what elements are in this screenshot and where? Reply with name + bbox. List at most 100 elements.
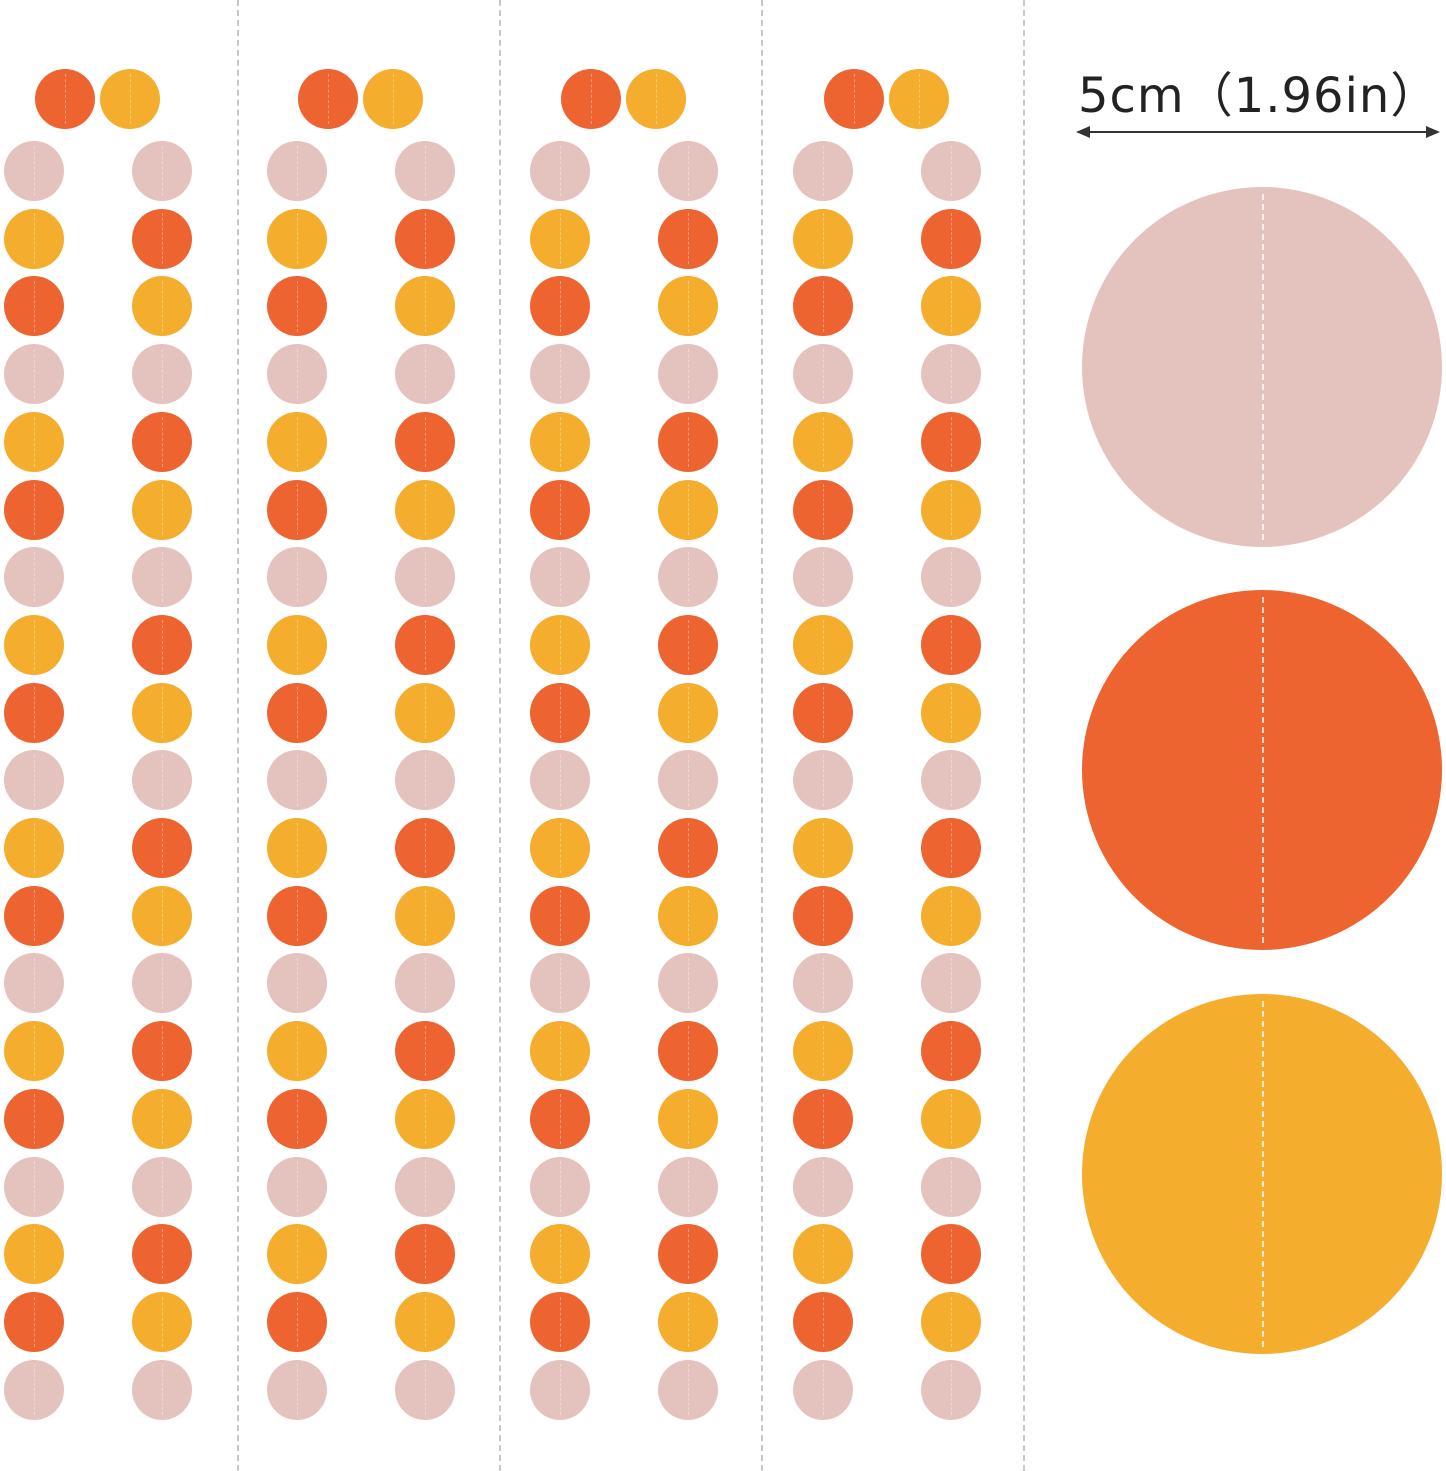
garland-dot-orange (132, 208, 192, 269)
garland-dot-pink (658, 1156, 718, 1217)
garland-dot-orange (561, 69, 621, 129)
garland-dot-yellow (363, 69, 423, 129)
garland-dot-yellow (658, 276, 718, 337)
garland-dot-orange (4, 276, 64, 337)
garland-dot-yellow (626, 69, 686, 129)
garland-dot-orange (4, 1291, 64, 1352)
garland-dot-orange (921, 818, 981, 878)
sample-circle-pink (1082, 187, 1442, 547)
garland-dot-yellow (530, 1021, 590, 1082)
sample-circle-orange (1082, 590, 1442, 950)
garland-dot-orange (658, 208, 718, 269)
garland-dot-orange (35, 69, 95, 129)
garland-dot-yellow (267, 411, 327, 472)
garland-dot-pink (530, 344, 590, 405)
garland-dot-pink (658, 141, 718, 201)
garland-dot-pink (4, 1359, 64, 1420)
garland-dot-pink (658, 547, 718, 608)
garland-dot-orange (4, 1088, 64, 1149)
garland-dot-yellow (658, 682, 718, 743)
garland-dot-orange (132, 411, 192, 472)
garland-dot-yellow (267, 1224, 327, 1285)
garland-dot-pink (395, 547, 455, 608)
garland-dot-pink (395, 750, 455, 811)
garland-dot-orange (530, 885, 590, 946)
dimension-label: 5cm（1.96in） (1078, 68, 1440, 124)
garland-dot-pink (921, 141, 981, 201)
garland-dot-orange (793, 479, 853, 540)
garland-dot-orange (298, 69, 358, 129)
garland-dot-yellow (395, 885, 455, 946)
garland-dot-orange (132, 1224, 192, 1285)
garland-dot-orange (267, 682, 327, 743)
strand-divider (761, 0, 763, 1471)
garland-dot-orange (921, 1224, 981, 1285)
garland-dot-yellow (921, 1088, 981, 1149)
garland-dot-orange (267, 479, 327, 540)
garland-dot-orange (4, 682, 64, 743)
thread-line (1262, 1001, 1264, 1347)
garland-dot-orange (793, 885, 853, 946)
garland-dot-yellow (4, 1021, 64, 1082)
garland-dot-pink (530, 953, 590, 1014)
garland-dot-yellow (267, 818, 327, 878)
garland-dot-pink (267, 141, 327, 201)
garland-dot-pink (132, 344, 192, 405)
garland-dot-yellow (793, 614, 853, 675)
garland-dot-pink (921, 344, 981, 405)
garland-dot-orange (530, 1291, 590, 1352)
garland-dot-yellow (395, 1291, 455, 1352)
garland-dot-yellow (132, 885, 192, 946)
garland-dot-pink (4, 953, 64, 1014)
garland-dot-pink (267, 344, 327, 405)
garland-dot-pink (658, 953, 718, 1014)
garland-dot-pink (530, 750, 590, 811)
garland-dot-yellow (100, 69, 160, 129)
garland-dot-yellow (530, 411, 590, 472)
garland-dot-pink (921, 547, 981, 608)
strand-divider (499, 0, 501, 1471)
garland-dot-pink (395, 953, 455, 1014)
garland-dot-orange (658, 411, 718, 472)
garland-dot-pink (530, 1156, 590, 1217)
garland-dot-orange (658, 1224, 718, 1285)
strand-divider (237, 0, 239, 1471)
garland-dot-orange (793, 1291, 853, 1352)
garland-dot-orange (267, 1291, 327, 1352)
garland-dot-orange (824, 69, 884, 129)
garland-dot-yellow (793, 208, 853, 269)
garland-dot-yellow (793, 1224, 853, 1285)
garland-dot-pink (132, 1359, 192, 1420)
garland-dot-orange (658, 1021, 718, 1082)
garland-dot-yellow (793, 1021, 853, 1082)
garland-dot-yellow (132, 1291, 192, 1352)
garland-dot-yellow (793, 411, 853, 472)
garland-dot-pink (132, 750, 192, 811)
garland-dot-yellow (889, 69, 949, 129)
garland-dot-orange (267, 276, 327, 337)
garland-dot-orange (921, 208, 981, 269)
garland-dot-yellow (132, 682, 192, 743)
garland-dot-orange (921, 1021, 981, 1082)
garland-dot-yellow (267, 208, 327, 269)
garland-dot-yellow (921, 682, 981, 743)
garland-dot-pink (132, 141, 192, 201)
garland-dot-pink (921, 750, 981, 811)
garland-dot-pink (132, 547, 192, 608)
garland-dot-yellow (921, 276, 981, 337)
garland-dot-yellow (4, 614, 64, 675)
garland-dot-pink (658, 344, 718, 405)
garland-dot-yellow (4, 208, 64, 269)
garland-dot-orange (793, 682, 853, 743)
garland-dot-pink (530, 141, 590, 201)
garland-dot-yellow (395, 1088, 455, 1149)
garland-dot-yellow (658, 885, 718, 946)
garland-dot-yellow (132, 479, 192, 540)
garland-dot-orange (921, 411, 981, 472)
garland-dot-yellow (530, 614, 590, 675)
garland-dot-orange (658, 614, 718, 675)
garland-dot-orange (395, 614, 455, 675)
garland-dot-orange (793, 276, 853, 337)
garland-dot-pink (793, 953, 853, 1014)
